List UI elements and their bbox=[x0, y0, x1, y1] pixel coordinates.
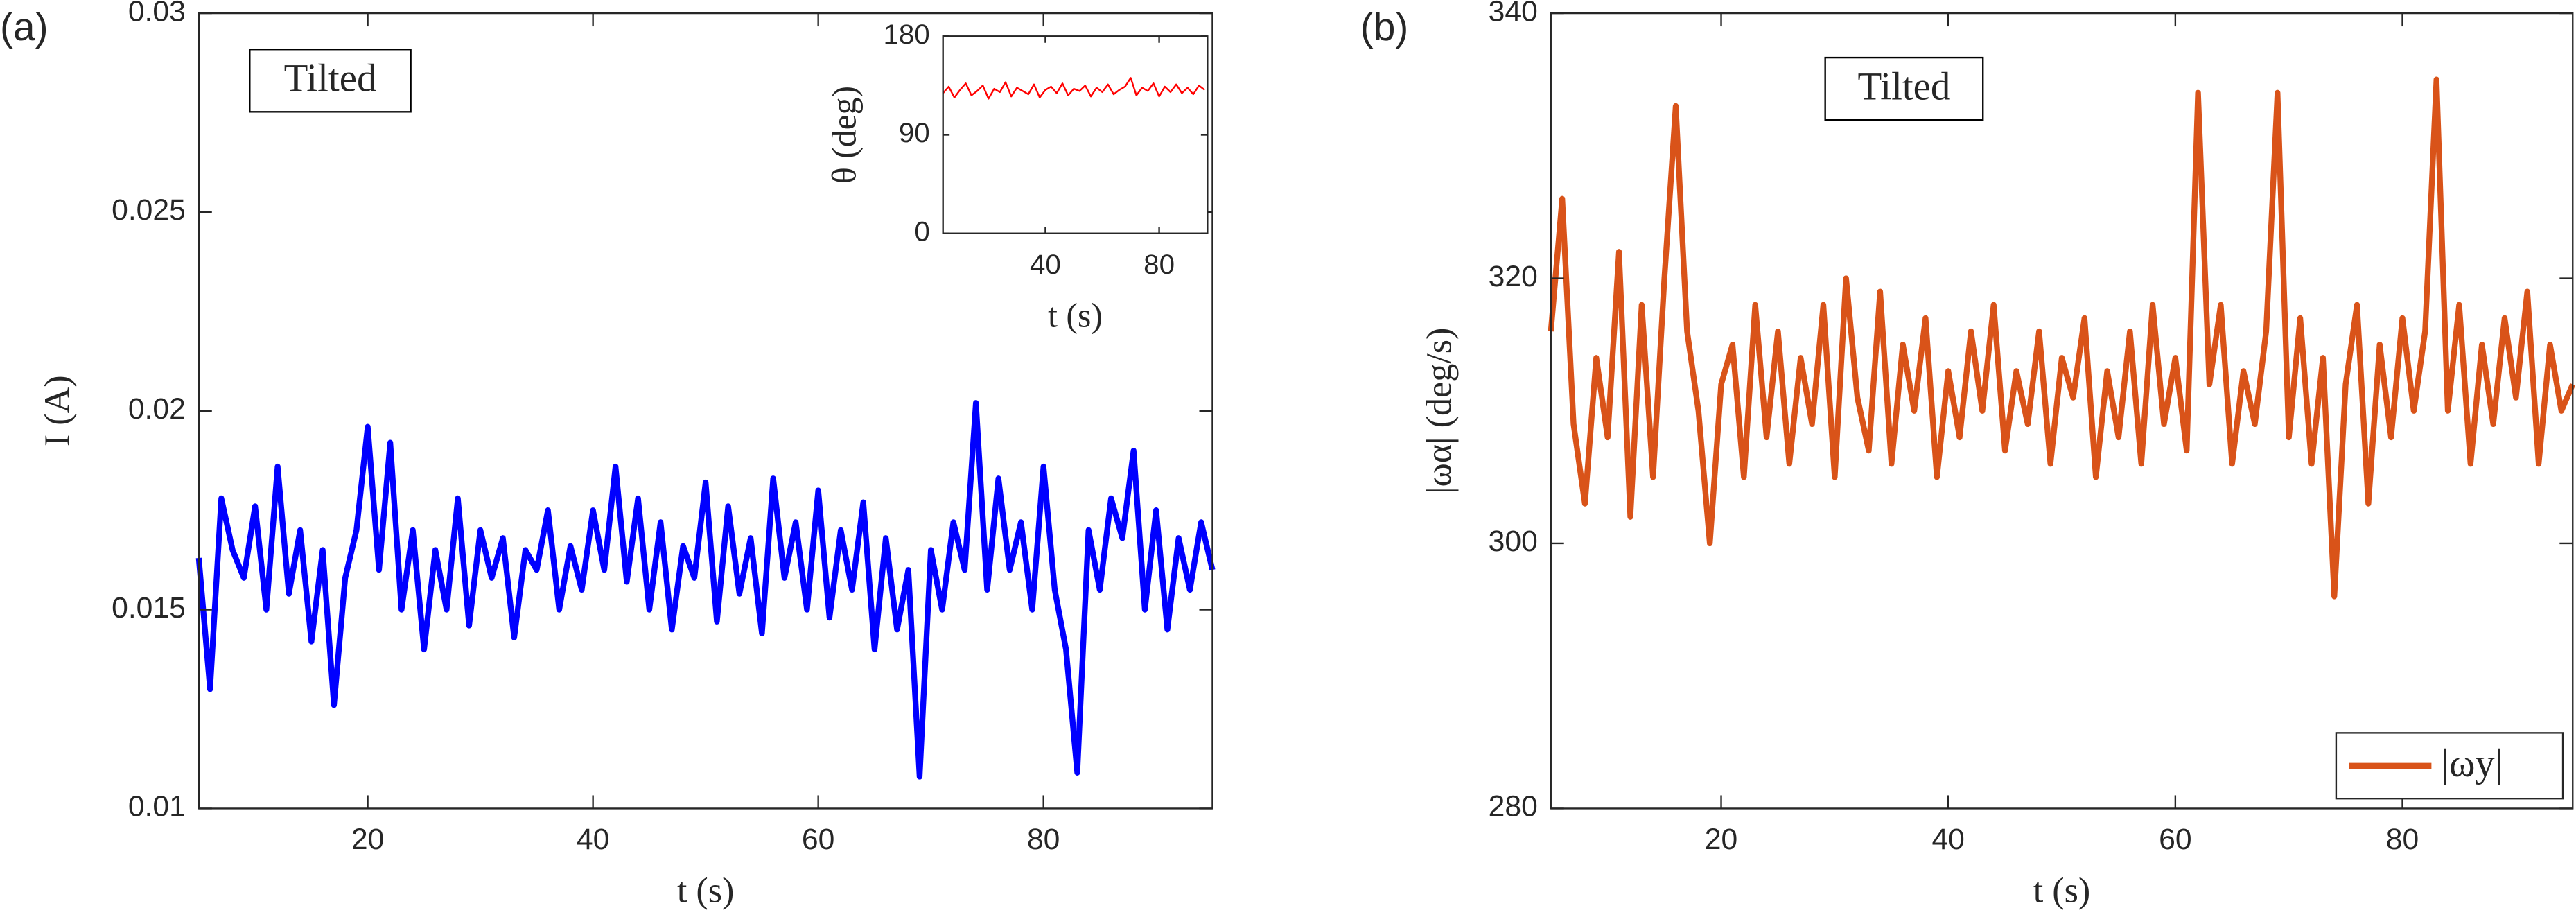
data-line bbox=[1548, 76, 2576, 600]
x-tick-label: 60 bbox=[802, 823, 834, 856]
plot-area bbox=[1550, 13, 2573, 809]
plot-area bbox=[943, 36, 1208, 234]
y-tick-label: 320 bbox=[1489, 260, 1538, 293]
annotation: Tilted bbox=[284, 57, 377, 101]
x-tick-label: 60 bbox=[2159, 823, 2191, 856]
x-tick-label: 20 bbox=[1705, 823, 1737, 856]
legend-label: |ωy| bbox=[2442, 742, 2503, 785]
x-axis-label: t (s) bbox=[2033, 871, 2091, 911]
y-tick-label: 0.01 bbox=[128, 790, 186, 823]
y-tick-label: 0.025 bbox=[112, 193, 186, 227]
annotation: Tilted bbox=[1858, 65, 1951, 109]
y-tick-label: 0.02 bbox=[128, 392, 186, 426]
x-tick-label: 80 bbox=[1144, 249, 1175, 280]
y-axis-label: |ωα| (deg/s) bbox=[1419, 328, 1459, 494]
y-tick-label: 90 bbox=[899, 117, 930, 148]
y-tick-label: 0 bbox=[914, 216, 929, 247]
x-tick-label: 80 bbox=[1027, 823, 1060, 856]
annotation-box bbox=[249, 49, 412, 113]
panel-label: (a) bbox=[0, 5, 49, 49]
x-tick-label: 80 bbox=[2386, 823, 2419, 856]
x-tick-label: 40 bbox=[1931, 823, 1964, 856]
y-axis-label: θ (deg) bbox=[825, 86, 864, 184]
x-tick-label: 40 bbox=[577, 823, 609, 856]
y-axis-label: I (A) bbox=[38, 375, 78, 446]
y-tick-label: 300 bbox=[1489, 525, 1538, 558]
data-line bbox=[195, 400, 1216, 780]
axes-box bbox=[1550, 12, 2574, 810]
annotation-box bbox=[1824, 56, 1984, 121]
x-axis-label: t (s) bbox=[1048, 296, 1103, 334]
y-tick-label: 180 bbox=[884, 19, 930, 50]
data-line bbox=[942, 77, 1205, 100]
y-tick-label: 280 bbox=[1489, 790, 1538, 823]
x-tick-label: 40 bbox=[1030, 249, 1061, 280]
panel-label: (b) bbox=[1360, 5, 1409, 49]
x-tick-label: 20 bbox=[351, 823, 384, 856]
x-axis-label: t (s) bbox=[677, 871, 735, 911]
y-tick-label: 0.03 bbox=[128, 0, 186, 28]
y-tick-label: 0.015 bbox=[112, 591, 186, 625]
y-tick-label: 340 bbox=[1489, 0, 1538, 28]
